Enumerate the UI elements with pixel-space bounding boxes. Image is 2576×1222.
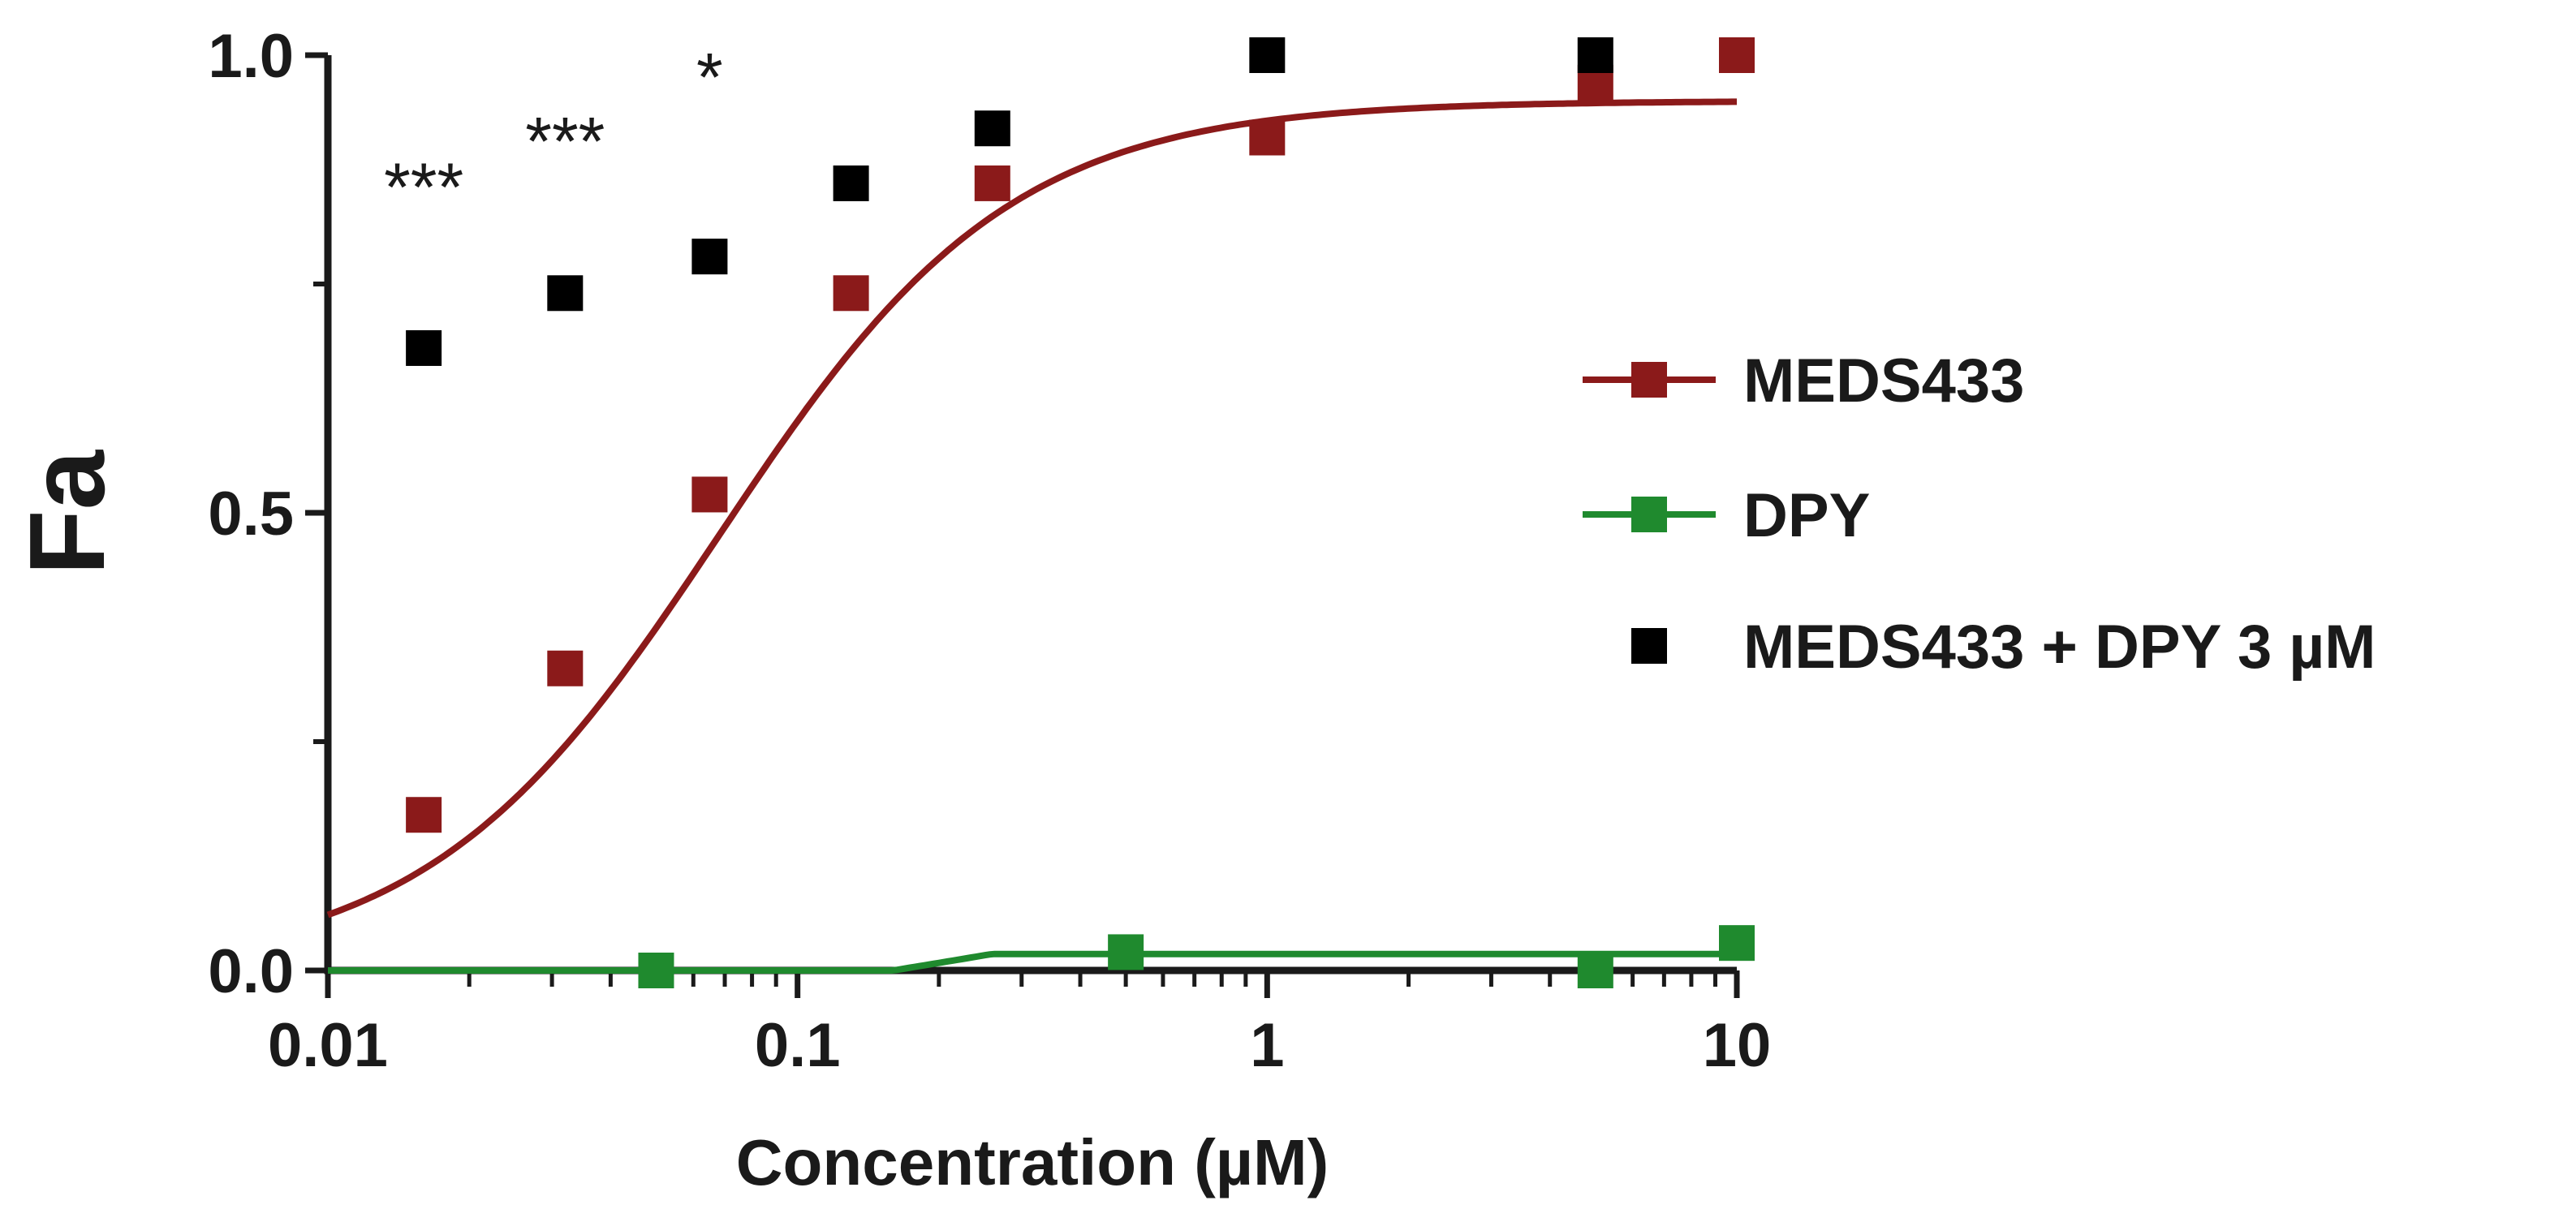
point-dpy-1 bbox=[1108, 934, 1144, 970]
point-meds433-dpy-3-m-2 bbox=[691, 239, 728, 275]
legend-label-dpy: DPY bbox=[1743, 481, 1870, 550]
fit-curve-meds433 bbox=[326, 98, 1737, 919]
data-points bbox=[406, 37, 1755, 988]
fit-curves bbox=[326, 98, 1737, 974]
legend-label-meds433: MEDS433 bbox=[1743, 346, 2024, 415]
point-meds433-2 bbox=[691, 476, 728, 513]
y-tick-label-0: 0.0 bbox=[208, 937, 294, 1006]
significance-annotations: ******* bbox=[384, 39, 723, 225]
x-tick-label-2: 1 bbox=[1250, 1011, 1284, 1080]
legend-label-meds433-dpy-3-m: MEDS433 + DPY 3 µM bbox=[1743, 613, 2376, 682]
y-tick-label-2: 1.0 bbox=[208, 22, 294, 91]
legend-marker-meds433-dpy-3-m bbox=[1631, 628, 1667, 664]
point-meds433-dpy-3-m-3 bbox=[833, 165, 869, 201]
point-dpy-3 bbox=[1719, 925, 1755, 962]
x-tick-label-3: 10 bbox=[1703, 1011, 1772, 1080]
point-meds433-5 bbox=[1249, 119, 1286, 156]
y-tick-label-1: 0.5 bbox=[208, 480, 294, 549]
fit-curve-dpy bbox=[328, 950, 1737, 974]
point-meds433-3 bbox=[833, 275, 869, 312]
point-meds433-dpy-3-m-1 bbox=[547, 275, 584, 312]
point-meds433-dpy-3-m-5 bbox=[1249, 37, 1286, 73]
x-tick-label-1: 0.1 bbox=[755, 1011, 841, 1080]
y-axis-title: Fa bbox=[7, 449, 127, 575]
point-meds433-1 bbox=[547, 650, 584, 686]
point-meds433-dpy-3-m-6 bbox=[1577, 37, 1613, 73]
legend-marker-dpy bbox=[1631, 497, 1667, 532]
significance-mark-0: *** bbox=[384, 148, 463, 225]
point-meds433-7 bbox=[1719, 37, 1755, 73]
x-axis-title: Concentration (µM) bbox=[736, 1126, 1329, 1198]
point-dpy-0 bbox=[638, 953, 674, 988]
legend: MEDS433 DPY MEDS433 + DPY 3 µM bbox=[1583, 346, 2376, 682]
legend-marker-meds433 bbox=[1631, 362, 1667, 398]
point-meds433-dpy-3-m-4 bbox=[974, 110, 1010, 147]
x-tick-label-0: 0.01 bbox=[268, 1011, 388, 1080]
significance-mark-2: * bbox=[696, 39, 723, 115]
point-meds433-0 bbox=[406, 797, 442, 833]
point-meds433-4 bbox=[974, 165, 1010, 201]
point-dpy-2 bbox=[1577, 953, 1613, 988]
significance-mark-1: *** bbox=[525, 103, 605, 179]
point-meds433-dpy-3-m-0 bbox=[406, 329, 442, 366]
